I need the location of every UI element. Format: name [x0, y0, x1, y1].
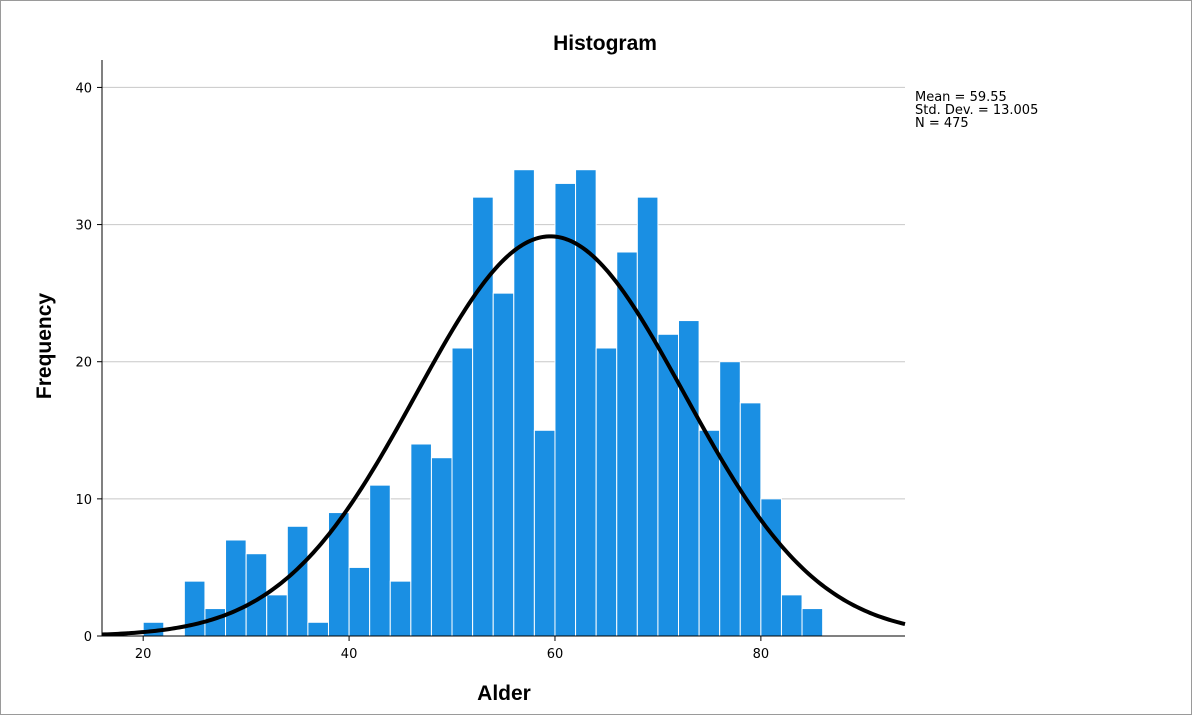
histogram-bar: [389, 580, 412, 637]
x-tick-label: 60: [547, 647, 564, 662]
histogram-bar: [307, 621, 329, 637]
y-tick-label: 30: [75, 219, 92, 234]
histogram-bar: [533, 429, 556, 637]
normal-curve: [101, 234, 906, 637]
y-tick-labels: 0 10 20 30 40: [75, 81, 92, 645]
histogram-bar: [348, 566, 371, 637]
normal-curve-layer: [101, 234, 906, 637]
histogram-bar: [225, 539, 247, 637]
histogram-bar: [739, 402, 762, 637]
stat-std-dev: Std. Dev. = 13.005: [915, 103, 1038, 118]
histogram-bar: [451, 347, 474, 637]
histogram-bar: [266, 594, 288, 637]
histogram-bar: [369, 484, 391, 637]
y-tick-label: 20: [75, 356, 92, 371]
histogram-bar: [801, 608, 824, 637]
histogram-bar: [780, 594, 803, 637]
x-tick-label: 80: [753, 647, 770, 662]
y-axis-label: Frequency: [33, 293, 56, 400]
stats-box: Mean = 59.55 Std. Dev. = 13.005 N = 475: [915, 90, 1038, 131]
y-tick-label: 40: [75, 81, 92, 96]
axes: [97, 60, 905, 641]
histogram-bar: [430, 457, 453, 637]
histogram-bar: [595, 347, 618, 637]
stat-n: N = 475: [915, 116, 969, 131]
histogram-bar: [554, 182, 577, 637]
histogram-bar: [472, 196, 494, 637]
histogram-bar: [410, 443, 432, 637]
histogram-bar: [698, 429, 721, 637]
y-tick-label: 0: [84, 630, 92, 645]
histogram-bar: [575, 169, 597, 637]
histogram-bar: [678, 320, 700, 637]
x-tick-labels: 20 40 60 80: [135, 647, 769, 662]
x-tick-label: 40: [341, 647, 358, 662]
histogram-bar: [719, 361, 741, 637]
x-axis-label: Alder: [477, 682, 531, 705]
x-tick-label: 20: [135, 647, 152, 662]
chart-title: Histogram: [553, 32, 657, 55]
stat-mean: Mean = 59.55: [915, 90, 1007, 105]
histogram-bars: [142, 169, 824, 637]
histogram-bar: [492, 292, 515, 637]
histogram-bar: [636, 196, 659, 637]
histogram-bar: [286, 525, 309, 637]
y-tick-label: 10: [75, 493, 92, 508]
histogram-bar: [760, 498, 782, 637]
